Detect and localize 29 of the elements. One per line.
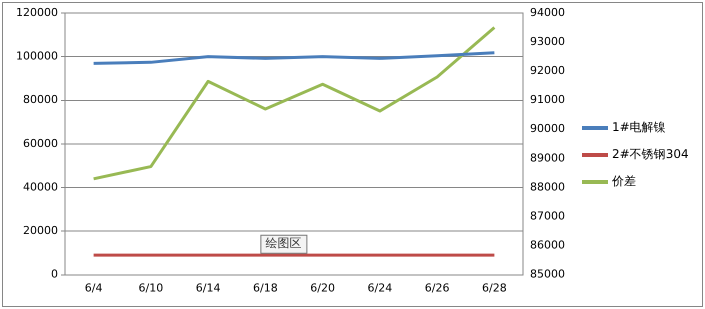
y2-tick-label: 88000 (530, 180, 566, 194)
y-tick-label: 60000 (22, 136, 58, 150)
y2-tick-label: 87000 (530, 209, 566, 222)
y2-tick-label: 86000 (530, 238, 566, 252)
x-tick-label: 6/24 (368, 281, 392, 294)
y-tick-label: 100000 (16, 49, 58, 62)
x-tick-label: 6/14 (196, 281, 220, 294)
y2-tick-label: 94000 (530, 6, 566, 19)
y2-tick-label: 90000 (530, 122, 566, 136)
legend-label: 2#不锈钢304 (612, 146, 689, 163)
annotation: 绘图区 (265, 236, 302, 250)
y2-tick-label: 91000 (530, 93, 566, 106)
legend-label: 1#电解镍 (612, 119, 666, 136)
y2-tick-label: 93000 (530, 34, 566, 48)
y-tick-label: 120000 (16, 6, 58, 19)
y-tick-label: 0 (50, 268, 58, 281)
x-tick-label: 6/10 (138, 281, 164, 294)
x-tick-label: 6/4 (84, 281, 102, 294)
y-tick-label: 80000 (22, 93, 58, 106)
y2-tick-label: 92000 (530, 64, 566, 78)
y2-tick-label: 85000 (530, 268, 566, 281)
x-tick-label: 6/20 (310, 281, 335, 294)
x-tick-label: 6/18 (253, 281, 278, 294)
y-tick-label: 20000 (22, 224, 58, 238)
y2-tick-label: 89000 (530, 151, 566, 164)
y-tick-label: 40000 (22, 180, 58, 194)
x-tick-label: 6/28 (482, 281, 507, 294)
x-tick-label: 6/26 (424, 281, 450, 294)
legend-label: 价差 (612, 173, 636, 190)
